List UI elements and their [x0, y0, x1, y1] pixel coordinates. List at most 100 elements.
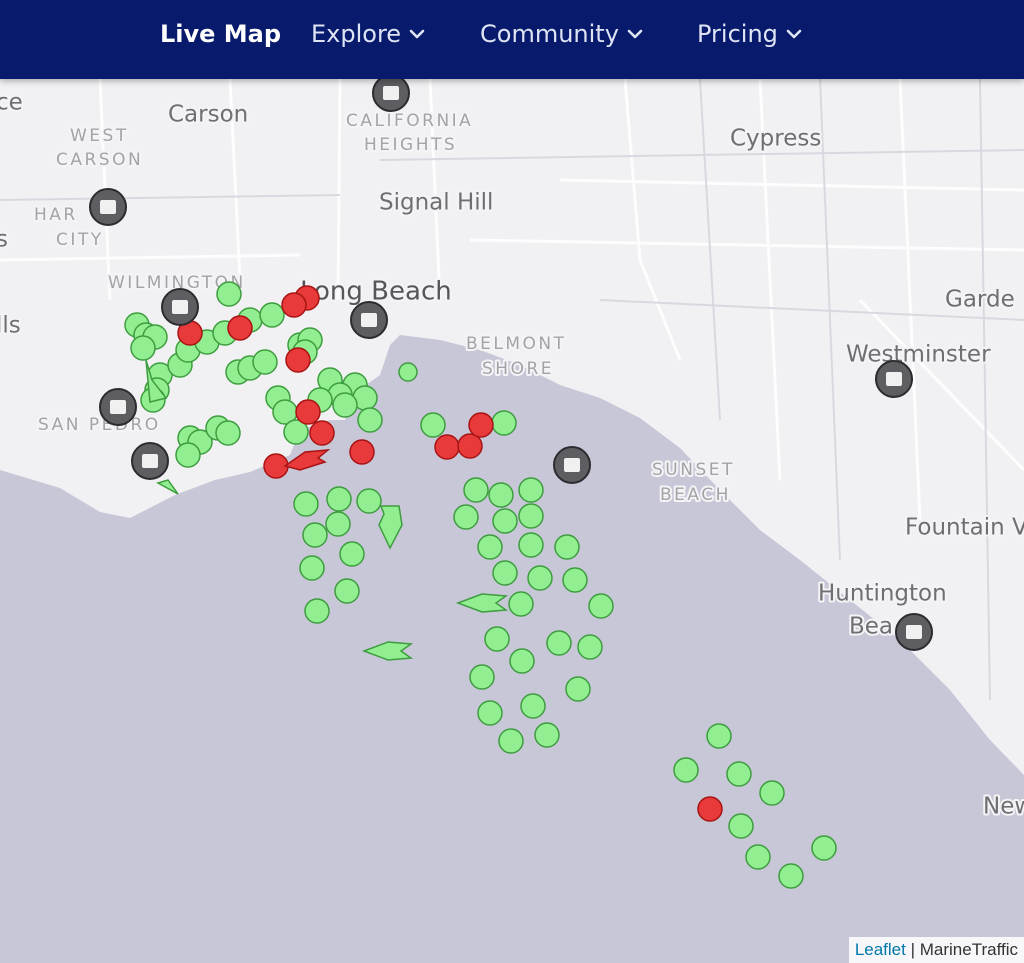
poi-glyph — [110, 400, 126, 414]
vessel-moored — [520, 693, 546, 719]
nav-label: Live Map — [160, 20, 282, 48]
vessel-moored — [778, 863, 804, 889]
vessel-moored — [356, 488, 382, 514]
place-label: HAR — [34, 205, 78, 225]
minor-roads — [0, 78, 1024, 701]
vessel-stopped — [349, 439, 375, 465]
nav-item[interactable]: Explore — [311, 20, 425, 48]
vessel-moored — [339, 541, 365, 567]
vessel-moored — [304, 598, 330, 624]
vessel-stopped — [457, 433, 483, 459]
attribution-source: MarineTraffic — [919, 940, 1018, 959]
poi-icons — [89, 74, 933, 651]
chevron — [627, 29, 643, 39]
top-nav: Live Map Explore Community Pricing — [0, 0, 1024, 79]
vessel-moored — [491, 410, 517, 436]
leaflet-link[interactable]: Leaflet — [854, 940, 906, 959]
vessel-moored — [492, 508, 518, 534]
vessel-moored — [588, 593, 614, 619]
place-label: lls — [0, 313, 21, 339]
vessel-moored — [293, 491, 319, 517]
poi-glyph — [564, 458, 580, 472]
vessel-moored — [299, 555, 325, 581]
vessel-stopped — [227, 315, 253, 341]
vessel-moored — [518, 503, 544, 529]
poi-glyph — [886, 372, 902, 386]
poi-glyph — [361, 313, 377, 327]
place-labels: ce Carson WEST CARSON CALIFORNIA HEIGHTS Cypre… — [0, 88, 1024, 822]
chevron — [409, 29, 425, 39]
nav-item[interactable]: Live Map — [160, 20, 281, 48]
vessel-underway — [156, 479, 179, 495]
place-label: CALIFORNIA — [346, 111, 473, 131]
vessel-moored — [477, 534, 503, 560]
place-label: BEACH — [660, 485, 731, 505]
poi-glyph — [906, 625, 922, 639]
vessel-moored — [216, 281, 242, 307]
vessel-moored — [175, 442, 201, 468]
vessel-moored — [357, 407, 383, 433]
vessel-moored — [283, 419, 309, 445]
vessel-stopped — [295, 399, 321, 425]
place-label: WEST — [70, 126, 129, 146]
vessel-moored — [488, 482, 514, 508]
vessel-moored — [508, 591, 534, 617]
place-label: CITY — [56, 230, 104, 250]
vessel-moored — [726, 761, 752, 787]
place-label: Carson — [168, 102, 248, 128]
vessel-moored — [215, 420, 241, 446]
basemap — [0, 78, 1024, 963]
sea — [0, 335, 1024, 963]
vessel-moored — [325, 511, 351, 537]
poi-glyph — [142, 454, 158, 468]
vessel-stopped — [281, 292, 307, 318]
vessel-moored — [484, 626, 510, 652]
vessel-moored — [706, 723, 732, 749]
poi-glyph — [100, 200, 116, 214]
vessel-moored — [554, 534, 580, 560]
vessel-moored — [673, 757, 699, 783]
vessel-stopped — [285, 347, 311, 373]
vessel-moored — [477, 700, 503, 726]
vessel-moored — [527, 565, 553, 591]
vessel-stopped — [434, 434, 460, 460]
place-label: s — [0, 227, 8, 253]
vessel-moored — [130, 335, 156, 361]
vessel-moored — [565, 676, 591, 702]
poi-glyph — [383, 86, 399, 100]
vessels — [124, 281, 837, 889]
attribution-separator: | — [910, 940, 916, 959]
poi-glyph — [172, 300, 188, 314]
vessel-moored — [332, 392, 358, 418]
vessel-moored — [518, 532, 544, 558]
place-label: Huntington — [818, 581, 947, 607]
vessel-moored — [562, 567, 588, 593]
place-label: Cypress — [730, 126, 821, 152]
place-label: SHORE — [482, 359, 554, 379]
vessel-moored — [759, 780, 785, 806]
place-label: SUNSET — [652, 460, 735, 480]
place-label: HEIGHTS — [364, 135, 457, 155]
chevron — [786, 29, 802, 39]
nav-label: Community — [480, 20, 619, 48]
place-label: Bea — [849, 614, 893, 640]
nav-item[interactable]: Community — [480, 20, 643, 48]
nav-label: Pricing — [697, 20, 778, 48]
vessel-underway — [378, 505, 403, 550]
vessel-moored — [398, 362, 418, 382]
nav-item[interactable]: Pricing — [697, 20, 802, 48]
place-label: Garde — [945, 287, 1015, 313]
nav-label: Explore — [311, 20, 402, 48]
place-label: CARSON — [56, 150, 143, 170]
vessel-moored — [463, 477, 489, 503]
vessel-moored — [577, 634, 603, 660]
vessel-moored — [492, 560, 518, 586]
vessel-underway — [455, 593, 509, 613]
place-label: ce — [0, 90, 23, 116]
place-label: Fountain Va — [905, 515, 1024, 541]
vessel-moored — [546, 630, 572, 656]
place-label: Long Beach — [300, 277, 452, 307]
vessel-underway — [145, 359, 168, 403]
